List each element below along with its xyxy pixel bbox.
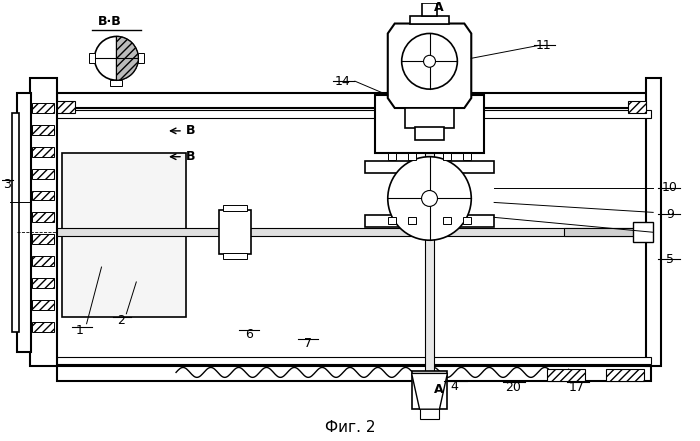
Bar (365, 215, 494, 227)
Bar (30, 78, 57, 366)
Bar (32, 147, 54, 157)
Text: 5: 5 (666, 253, 674, 265)
Circle shape (94, 37, 139, 80)
Bar (374, 95, 484, 153)
Bar (463, 217, 471, 224)
Bar (139, 53, 144, 63)
Bar (443, 153, 452, 160)
Text: 4: 4 (450, 380, 459, 393)
Bar (12, 113, 19, 332)
Bar (32, 322, 54, 332)
Bar (405, 108, 454, 128)
Bar (412, 371, 447, 409)
Bar (564, 228, 648, 236)
Bar (419, 407, 440, 419)
Text: A: A (433, 383, 443, 396)
Circle shape (402, 34, 457, 89)
Text: 11: 11 (536, 39, 552, 52)
Circle shape (388, 157, 471, 240)
Bar (443, 217, 452, 224)
Text: 20: 20 (505, 381, 521, 394)
Wedge shape (116, 37, 139, 80)
Text: 3: 3 (3, 178, 11, 191)
Bar (57, 356, 651, 364)
Bar (57, 101, 75, 113)
Bar (57, 110, 651, 118)
Bar (463, 153, 471, 160)
Text: B: B (186, 150, 195, 163)
Bar (421, 3, 438, 15)
Bar (32, 191, 54, 201)
Bar (634, 222, 653, 242)
Bar (424, 34, 435, 411)
Polygon shape (388, 23, 471, 108)
Bar (111, 80, 122, 86)
Text: 1: 1 (76, 324, 83, 337)
Bar (32, 300, 54, 310)
Bar (32, 103, 54, 113)
Bar (407, 153, 416, 160)
Text: 7: 7 (304, 337, 312, 350)
Text: 9: 9 (666, 208, 674, 221)
Bar (365, 161, 494, 172)
Bar (32, 213, 54, 222)
Bar (89, 53, 95, 63)
Bar (629, 101, 646, 113)
Bar (57, 228, 648, 236)
Text: 6: 6 (245, 328, 253, 341)
Polygon shape (412, 374, 447, 409)
Bar (223, 253, 246, 259)
Bar (414, 127, 444, 140)
Bar (410, 15, 449, 23)
Bar (388, 217, 395, 224)
Bar (606, 370, 644, 381)
Bar (32, 234, 54, 244)
Text: 10: 10 (662, 181, 678, 194)
Bar (388, 153, 395, 160)
Circle shape (424, 55, 435, 67)
Bar (547, 370, 584, 381)
Text: B: B (186, 124, 195, 138)
Bar (646, 78, 661, 366)
Bar (17, 93, 31, 351)
Text: Фиг. 2: Фиг. 2 (325, 419, 375, 434)
Bar (57, 93, 651, 108)
Bar (57, 366, 651, 381)
Bar (219, 210, 251, 254)
Bar (32, 125, 54, 135)
Bar (32, 168, 54, 179)
Text: 14: 14 (335, 75, 351, 88)
Bar (32, 256, 54, 266)
Bar (62, 153, 186, 317)
Text: 17: 17 (568, 381, 584, 394)
Bar (407, 217, 416, 224)
Bar (32, 278, 54, 288)
Text: 2: 2 (118, 314, 125, 327)
Text: В·В: В·В (97, 15, 121, 29)
Text: A: A (433, 1, 443, 14)
Circle shape (421, 191, 438, 206)
Bar (223, 206, 246, 211)
